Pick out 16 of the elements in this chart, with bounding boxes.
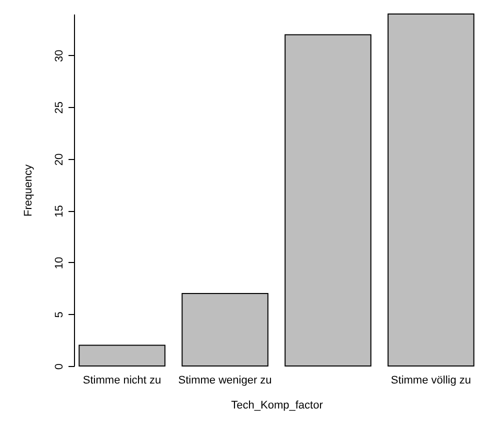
y-tick-label: 5 xyxy=(54,312,66,318)
y-tick-label: 20 xyxy=(54,153,66,166)
x-tick-label: Stimme völlig zu xyxy=(390,374,471,386)
bar xyxy=(284,34,372,366)
y-tick-label: 30 xyxy=(54,50,66,62)
y-tick-label: 15 xyxy=(54,205,66,218)
y-tick-label: 25 xyxy=(54,102,66,114)
y-tick-label: 10 xyxy=(54,256,66,270)
bar xyxy=(78,344,166,366)
bar xyxy=(182,293,268,366)
y-axis-title: Frequency xyxy=(22,164,34,216)
x-tick-label: Stimme nicht zu xyxy=(82,374,162,386)
bar xyxy=(388,14,474,366)
x-tick-label: Stimme weniger zu xyxy=(178,374,272,386)
y-tick-label: 0 xyxy=(54,363,66,370)
x-axis-title: Tech_Komp_factor xyxy=(231,400,324,412)
